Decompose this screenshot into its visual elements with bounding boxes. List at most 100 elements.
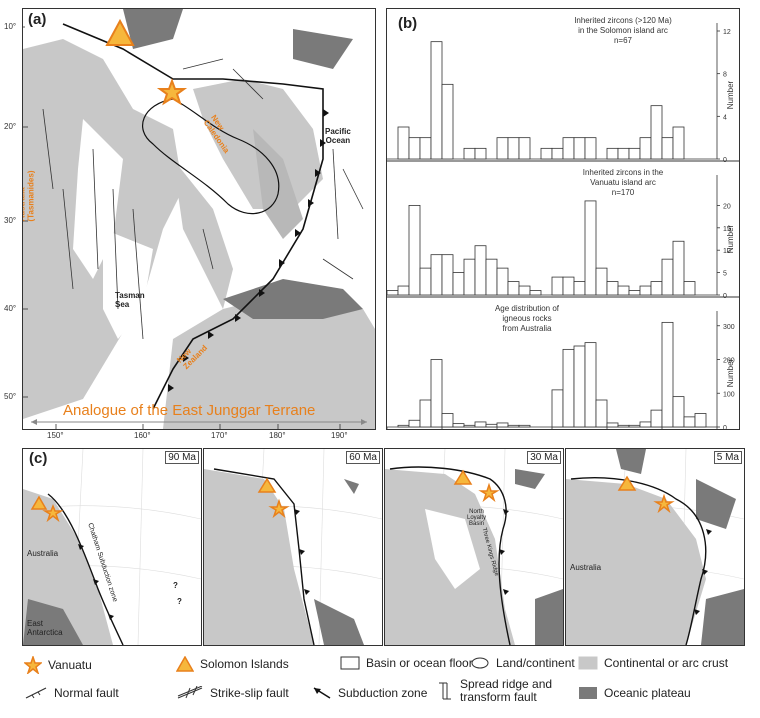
- histogram-ylabel: Number: [726, 358, 735, 387]
- lon-tick-190: 190°: [331, 431, 348, 440]
- vanuatu-star-marker-30: [478, 482, 500, 503]
- histogram-title: from Australia: [503, 324, 552, 333]
- histogram-bar: [551, 147, 564, 160]
- vanuatu-star-marker-5: [653, 493, 675, 514]
- y-tick-label: 10: [723, 248, 731, 255]
- histogram-bar: [573, 345, 586, 428]
- histogram-bar: [485, 423, 498, 428]
- histogram-title: igneous rocks: [502, 314, 551, 323]
- histogram-bar: [672, 240, 685, 296]
- australia-label-5: Australia: [570, 563, 602, 572]
- y-tick-label: 8: [723, 72, 727, 79]
- histogram-bar: [562, 348, 575, 428]
- histogram-bar: [452, 272, 465, 296]
- histogram-bar: [661, 258, 674, 296]
- panel-c-map-60: 60 Ma: [203, 448, 383, 646]
- normal-fault-icon: [25, 687, 47, 699]
- histogram-bar: [441, 83, 454, 160]
- legend-vanuatu: Vanuatu: [24, 656, 92, 674]
- australia-label-90: Australia: [27, 549, 59, 558]
- histogram-bar: [683, 281, 696, 296]
- legend-label: Spread ridge and transform fault: [460, 677, 553, 704]
- histogram-bar: [419, 137, 432, 160]
- lon-tick-160: 160°: [134, 431, 151, 440]
- solomon-triangle-marker-60: [257, 477, 277, 493]
- histogram-bar: [672, 126, 685, 160]
- histogram-bar: [606, 281, 619, 296]
- legend-basin: Basin or ocean floor: [340, 656, 473, 670]
- legend-subduction: Subduction zone: [312, 686, 427, 700]
- age-label-5: 5 Ma: [713, 451, 742, 464]
- histogram-title: n=170: [612, 188, 635, 197]
- histogram-bar: [397, 126, 410, 160]
- histogram-bar: [672, 396, 685, 428]
- histogram-bar: [617, 147, 630, 160]
- histogram-bar: [441, 254, 454, 296]
- histogram-bar: [540, 147, 553, 160]
- solomon-triangle-marker: [105, 18, 135, 46]
- histogram-bar: [419, 267, 432, 296]
- solomon-triangle-marker-90: [30, 495, 48, 510]
- histogram-bar: [430, 254, 443, 296]
- y-tick-label: 12: [723, 29, 731, 36]
- y-tick-label: 15: [723, 226, 731, 233]
- continental-crust-box-icon: [578, 656, 598, 670]
- histogram-bar: [639, 421, 652, 428]
- legend-strike-slip: Strike-slip fault: [176, 686, 289, 700]
- histogram-bar: [595, 399, 608, 428]
- histogram-bar: [551, 389, 564, 428]
- histogram-title: in the Solomon island arc: [578, 26, 668, 35]
- histogram-bar: [518, 137, 531, 160]
- histogram-bar: [573, 281, 586, 296]
- strike-slip-fault-icon: [177, 686, 203, 699]
- panel-b-histograms: 0 4 8 12 Number Inherited zircons (>120 Ma)in…: [386, 8, 740, 430]
- histogram-bar: [474, 147, 487, 160]
- histogram-bar: [408, 419, 421, 428]
- histogram-ylabel: Number: [726, 80, 735, 109]
- histogram-bar: [628, 290, 641, 296]
- histogram-bar: [430, 359, 443, 428]
- legend-label: Subduction zone: [338, 686, 428, 700]
- histogram-bar: [606, 422, 619, 428]
- panel-a-caption: Analogue of the East Junggar Terrane: [63, 402, 316, 419]
- legend-label: Strike-slip fault: [210, 686, 289, 700]
- histogram-bar: [408, 204, 421, 296]
- legend-land: Land/continent: [470, 656, 575, 670]
- north-loyalty-basin-label: North Loyalty Basin: [467, 509, 487, 527]
- basin-box-icon: [340, 656, 360, 670]
- histogram-bar: [507, 281, 520, 296]
- histogram-bar: [452, 423, 465, 428]
- vanuatu-star-marker-60: [268, 498, 290, 519]
- land-oval-icon: [471, 657, 489, 669]
- histogram-bar: [463, 424, 476, 428]
- panel-a-svg: [23, 9, 375, 429]
- panel-c-map-90: 90 Ma Australia East Antarctica Chatham …: [22, 448, 202, 646]
- legend-label: Normal fault: [54, 686, 119, 700]
- solomon-triangle-icon: [176, 656, 194, 672]
- solomon-triangle-marker-5: [617, 475, 637, 491]
- legend-label: Continental or arc crust: [604, 656, 729, 670]
- histogram-bar: [628, 147, 641, 160]
- y-tick-label: 20: [723, 203, 731, 210]
- histogram-bar: [518, 424, 531, 428]
- histogram-bar: [441, 413, 454, 428]
- histogram-bar: [573, 137, 586, 160]
- histogram-bar: [661, 321, 674, 428]
- histogram-bar: [683, 416, 696, 428]
- histogram-bar: [474, 245, 487, 296]
- histogram-bar: [584, 137, 597, 160]
- histogram-bar: [474, 421, 487, 428]
- vanuatu-star-marker-90: [42, 503, 64, 523]
- histogram-bar: [387, 290, 399, 296]
- legend-normal-fault: Normal fault: [24, 686, 119, 700]
- lat-tick-40: 40°: [4, 304, 17, 313]
- lat-tick-50: 50°: [4, 392, 17, 401]
- histogram-bar: [639, 285, 652, 296]
- panel-a-map: (a) Pacific Ocean Australia (Tasmanides)…: [22, 8, 376, 430]
- histogram-bar: [496, 267, 509, 296]
- histogram-bar: [397, 424, 410, 428]
- histogram-bar: [694, 413, 707, 428]
- spread-ridge-icon: [439, 682, 451, 700]
- histogram-bar: [650, 281, 663, 296]
- histogram-title: Age distribution of: [495, 304, 560, 313]
